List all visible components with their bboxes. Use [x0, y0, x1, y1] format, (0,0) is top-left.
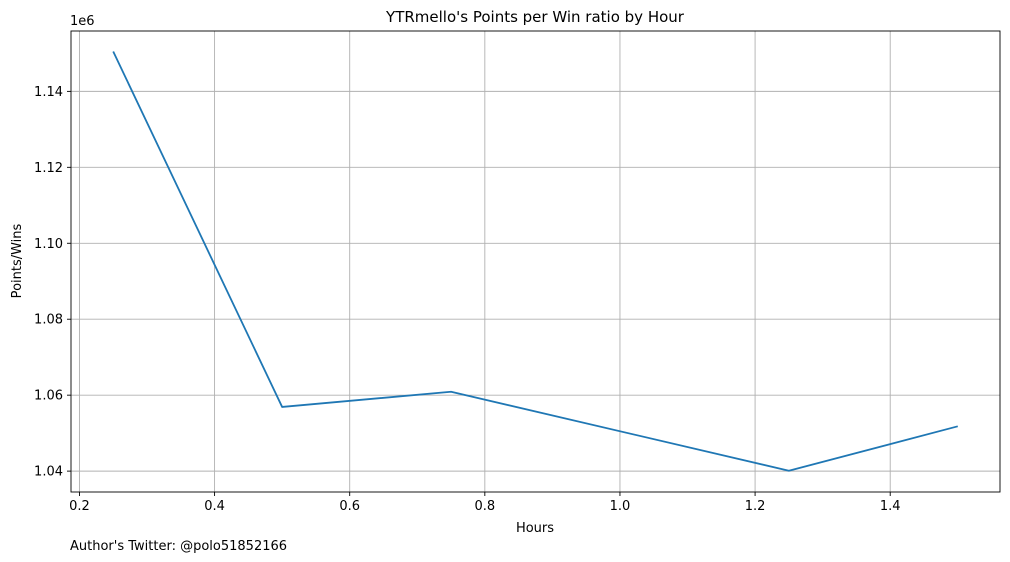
- chart-title: YTRmello's Points per Win ratio by Hour: [385, 8, 685, 26]
- y-tick-label: 1.14: [34, 85, 63, 100]
- y-tick-label: 1.12: [34, 161, 63, 176]
- y-tick-label: 1.04: [34, 465, 63, 480]
- series-line: [112, 51, 958, 472]
- x-tick-label: 0.8: [474, 499, 495, 514]
- author-footnote: Author's Twitter: @polo51852166: [70, 539, 287, 554]
- x-axis-label: Hours: [516, 521, 554, 536]
- x-axis-ticks: 0.2 0.4 0.6 0.8 1.0 1.2 1.4: [69, 492, 901, 514]
- y-tick-label: 1.06: [34, 389, 63, 404]
- y-tick-label: 1.08: [34, 313, 63, 328]
- y-axis-label: Points/Wins: [10, 223, 25, 298]
- x-tick-label: 1.2: [745, 499, 766, 514]
- x-tick-label: 0.6: [339, 499, 360, 514]
- x-tick-label: 1.0: [610, 499, 631, 514]
- x-tick-label: 0.4: [204, 499, 225, 514]
- y-tick-label: 1.10: [34, 237, 63, 252]
- plot-frame: [70, 30, 1001, 493]
- y-offset-label: 1e6: [70, 14, 95, 29]
- grid: [71, 31, 1000, 492]
- x-tick-label: 1.4: [880, 499, 901, 514]
- y-axis-ticks: 1.04 1.06 1.08 1.10 1.12 1.14: [34, 85, 71, 480]
- x-tick-label: 0.2: [69, 499, 90, 514]
